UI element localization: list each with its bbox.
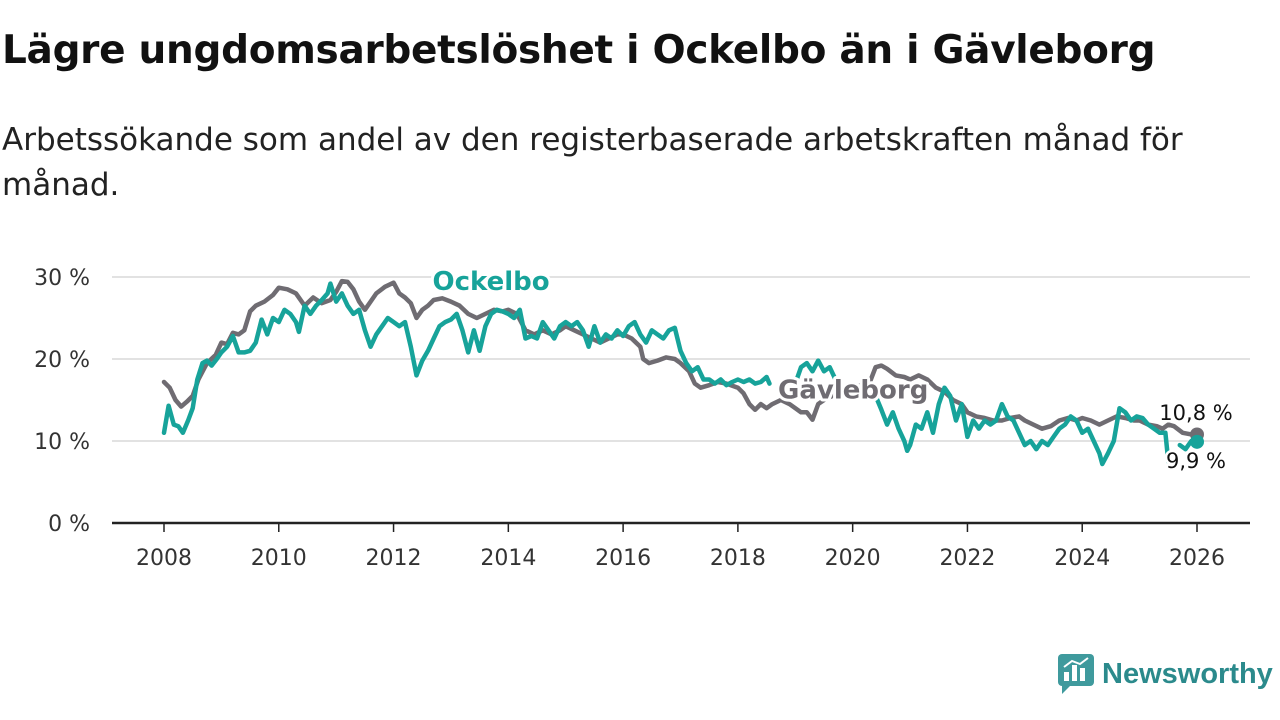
x-tick-label: 2022 [939,546,995,571]
x-tick-label: 2024 [1054,546,1110,571]
series-line-ockelbo [867,381,1171,467]
newsworthy-logo-icon [1058,654,1094,694]
series-labels: Ockelbo Gävleborg 10,8 % 9,9 % [430,264,1236,475]
x-axis: 2008 2010 2012 2014 2016 2018 2020 2022 2024 2026 [112,521,1250,571]
brand-name: Newsworthy [1102,657,1273,690]
x-tick-label: 2026 [1169,546,1225,571]
x-tick-label: 2018 [710,546,766,571]
x-tick-label: 2012 [366,546,422,571]
x-tick-label: 2010 [251,546,307,571]
end-value-label-gavleborg: 10,8 % [1159,401,1232,425]
series-lines [161,278,1204,467]
series-label-ockelbo: Ockelbo [433,267,550,297]
chart-title: Lägre ungdomsarbetslöshet i Ockelbo än i… [2,28,1156,73]
chart-subtitle: Arbetssökande som andel av den registerb… [2,122,1183,203]
gridlines [112,276,1250,442]
series-line-ockelbo [793,358,838,386]
series-line-gavleborg [161,278,1200,437]
newsworthy-brand: Newsworthy [1058,652,1273,696]
end-value-label-ockelbo: 9,9 % [1166,449,1226,473]
series-label-gavleborg: Gävleborg [778,375,928,405]
y-tick-label: 20 % [34,348,90,373]
y-tick-label: 10 % [34,430,90,455]
x-tick-label: 2014 [480,546,536,571]
y-tick-label: 0 % [48,512,90,537]
end-marker-ockelbo [1190,434,1204,449]
series-line-ockelbo [161,281,772,436]
x-tick-label: 2016 [595,546,651,571]
x-tick-label: 2020 [825,546,881,571]
x-tick-label: 2008 [136,546,192,571]
y-axis-ticks: 0 % 10 % 20 % 30 % [34,266,90,537]
y-tick-label: 30 % [34,266,90,291]
